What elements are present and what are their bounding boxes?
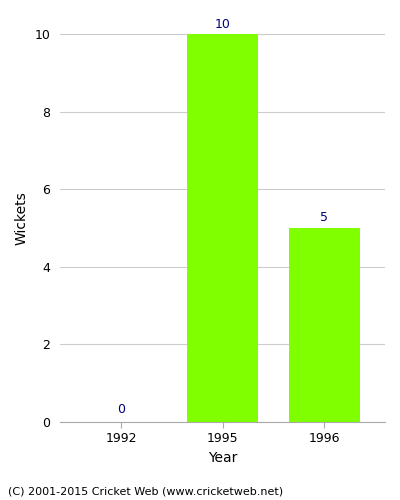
Text: 5: 5	[320, 212, 328, 224]
Bar	[187, 34, 258, 422]
Text: (C) 2001-2015 Cricket Web (www.cricketweb.net): (C) 2001-2015 Cricket Web (www.cricketwe…	[8, 487, 283, 497]
Bar	[288, 228, 360, 422]
Y-axis label: Wickets: Wickets	[15, 192, 29, 246]
Text: 0: 0	[117, 403, 125, 416]
Text: 10: 10	[215, 18, 230, 30]
X-axis label: Year: Year	[208, 451, 237, 465]
